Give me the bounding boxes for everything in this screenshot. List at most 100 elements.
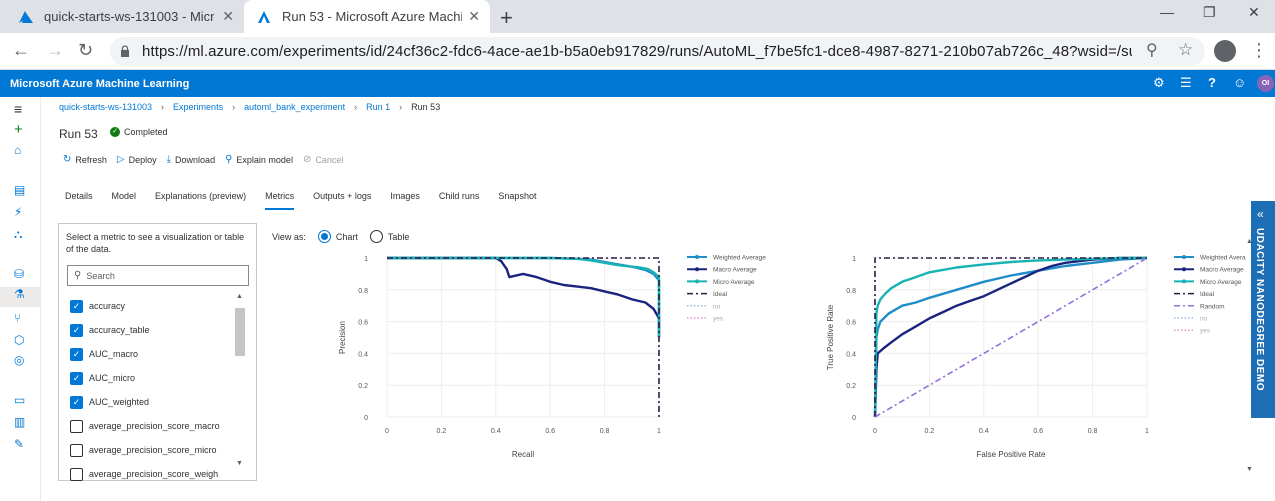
deploy-button[interactable]: ▷ Deploy — [116, 154, 157, 165]
x-tick-label: 0 — [385, 428, 389, 435]
tab-model[interactable]: Model — [111, 191, 137, 201]
checkbox-icon[interactable] — [70, 443, 83, 457]
checkbox-checked-icon[interactable]: ✓ — [70, 395, 83, 409]
checkbox-checked-icon[interactable]: ✓ — [70, 299, 83, 313]
search-icon: ⚲ — [74, 270, 82, 281]
legend-label: Micro Average — [1200, 279, 1242, 286]
list-item[interactable]: ✓ accuracy — [70, 294, 230, 318]
y-tick-label: 0.4 — [358, 351, 368, 358]
series-line — [873, 256, 1147, 418]
list-item[interactable]: ✓ accuracy_table — [70, 318, 230, 342]
x-tick-label: 1 — [657, 428, 661, 435]
breadcrumb-workspace[interactable]: quick-starts-ws-131003 — [59, 102, 153, 112]
udacity-side-badge[interactable]: « UDACITY NANODEGREE DEMO — [1251, 201, 1275, 418]
profile-avatar[interactable] — [1214, 40, 1236, 62]
close-icon[interactable]: ✕ — [468, 8, 480, 24]
table-radio[interactable] — [369, 230, 383, 243]
tab-explanations[interactable]: Explanations (preview) — [155, 191, 247, 201]
new-tab-button[interactable]: + — [500, 5, 513, 30]
tab-snapshot[interactable]: Snapshot — [498, 191, 537, 201]
app-brand: Microsoft Azure Machine Learning — [10, 78, 190, 90]
cancel-button[interactable]: ⊘ Cancel — [302, 154, 344, 165]
plus-icon[interactable]: + — [14, 121, 23, 138]
close-window-icon[interactable]: ✕ — [1248, 4, 1260, 20]
tab-child-runs[interactable]: Child runs — [438, 191, 480, 201]
x-tick-label: 0.2 — [437, 428, 447, 435]
browser-tab-workspace[interactable]: quick-starts-ws-131003 - Microsc ✕ — [8, 0, 244, 33]
page-scroll-down-icon[interactable]: ▼ — [1246, 466, 1253, 473]
reload-icon[interactable]: ↻ — [78, 40, 94, 60]
experiments-icon[interactable]: ⚗ — [0, 287, 41, 307]
restore-icon[interactable]: ❐ — [1203, 4, 1216, 20]
legend-label: Random — [1200, 303, 1225, 310]
automl-icon[interactable]: ⚡ — [14, 205, 23, 219]
help-icon[interactable]: ? — [1208, 75, 1216, 90]
list-item[interactable]: average_precision_score_micro — [70, 438, 230, 462]
gear-icon[interactable]: ⚙ — [1153, 75, 1165, 90]
checkbox-icon[interactable] — [70, 467, 83, 481]
azure-ml-logo-icon — [258, 10, 270, 23]
models-icon[interactable]: ⬡ — [14, 333, 25, 347]
list-item[interactable]: average_precision_score_weigh — [70, 462, 230, 486]
lock-icon — [121, 45, 129, 57]
home-icon[interactable]: ⌂ — [14, 143, 22, 157]
checkbox-checked-icon[interactable]: ✓ — [70, 323, 83, 337]
tab-images[interactable]: Images — [390, 191, 420, 201]
metric-search-input[interactable]: ⚲ Search — [67, 265, 249, 286]
tab-outputs-logs[interactable]: Outputs + logs — [313, 191, 372, 201]
minimize-icon[interactable]: — — [1160, 4, 1174, 20]
notebook-icon[interactable]: ▤ — [14, 183, 26, 197]
smiley-icon[interactable]: ☺ — [1233, 75, 1247, 90]
list-item[interactable]: ✓ AUC_macro — [70, 342, 230, 366]
zoom-icon[interactable]: ⚲ — [1146, 42, 1158, 59]
x-tick-label: 1 — [1145, 428, 1149, 435]
list-item[interactable]: ✓ AUC_weighted — [70, 390, 230, 414]
datastores-icon[interactable]: ▥ — [14, 415, 26, 429]
metric-list-scrollbar[interactable]: ▲ ▼ — [233, 290, 247, 474]
explain-model-button[interactable]: ⚲ Explain model — [225, 154, 293, 165]
tab-details[interactable]: Details — [65, 191, 93, 201]
user-avatar[interactable]: OI — [1257, 75, 1274, 92]
labeling-icon[interactable]: ✎ — [14, 437, 25, 451]
scroll-up-icon[interactable]: ▲ — [236, 293, 243, 300]
download-button[interactable]: ⤓ Download — [166, 154, 216, 165]
page-scroll-up-icon[interactable]: ▲ — [1246, 238, 1253, 245]
feedback-icon[interactable]: ☰ — [1180, 75, 1192, 90]
x-tick-label: 0.8 — [600, 428, 610, 435]
scroll-thumb[interactable] — [235, 308, 245, 356]
status-text: Completed — [124, 127, 168, 137]
list-item[interactable]: average_precision_score_macro — [70, 414, 230, 438]
chart-radio[interactable] — [317, 230, 331, 243]
url-field[interactable]: https://ml.azure.com/experiments/id/24cf… — [110, 37, 1205, 66]
x-tick-label: 0 — [873, 428, 877, 435]
checkbox-checked-icon[interactable]: ✓ — [70, 347, 83, 361]
back-arrow-icon[interactable]: ← — [12, 40, 30, 60]
compute-icon[interactable]: ▭ — [14, 393, 26, 407]
metrics-hint: Select a metric to see a visualization o… — [66, 232, 245, 254]
browser-tab-run[interactable]: Run 53 - Microsoft Azure Machin ✕ — [244, 0, 490, 33]
legend-marker — [1182, 255, 1186, 259]
page-title: Run 53 — [59, 127, 98, 141]
tab-metrics[interactable]: Metrics — [265, 191, 295, 211]
checkbox-checked-icon[interactable]: ✓ — [70, 371, 83, 385]
datasets-icon[interactable]: ⛁ — [14, 267, 25, 281]
endpoints-icon[interactable]: ◎ — [14, 353, 25, 367]
scroll-down-icon[interactable]: ▼ — [236, 460, 243, 467]
forward-arrow-icon[interactable]: → — [46, 40, 64, 60]
kebab-menu-icon[interactable]: ⋮ — [1250, 40, 1268, 60]
breadcrumb-experiment[interactable]: automl_bank_experiment — [244, 102, 346, 112]
breadcrumb-parent-run[interactable]: Run 1 — [366, 102, 391, 112]
close-icon[interactable]: ✕ — [222, 8, 234, 24]
pipelines-icon[interactable]: ⑂ — [14, 311, 22, 325]
roc-chart: 0 0.2 0.4 0.6 0.8 1 0 0.2 0.4 0.6 0.8 1 False Positi… — [826, 255, 1246, 460]
breadcrumb-experiments[interactable]: Experiments — [173, 102, 224, 112]
list-item[interactable]: ✓ AUC_micro — [70, 366, 230, 390]
y-tick-label: 0.8 — [846, 288, 856, 295]
status-badge: ✓ Completed — [110, 127, 168, 137]
refresh-button[interactable]: ↻ Refresh — [63, 154, 107, 165]
hamburger-menu-icon[interactable]: ≡ — [14, 101, 23, 117]
checkbox-icon[interactable] — [70, 419, 83, 433]
designer-icon[interactable]: ⛬ — [14, 227, 23, 241]
bookmark-star-icon[interactable]: ☆ — [1178, 40, 1194, 59]
app-header: Microsoft Azure Machine Learning ⚙ ☰ ? ☺… — [0, 70, 1275, 97]
